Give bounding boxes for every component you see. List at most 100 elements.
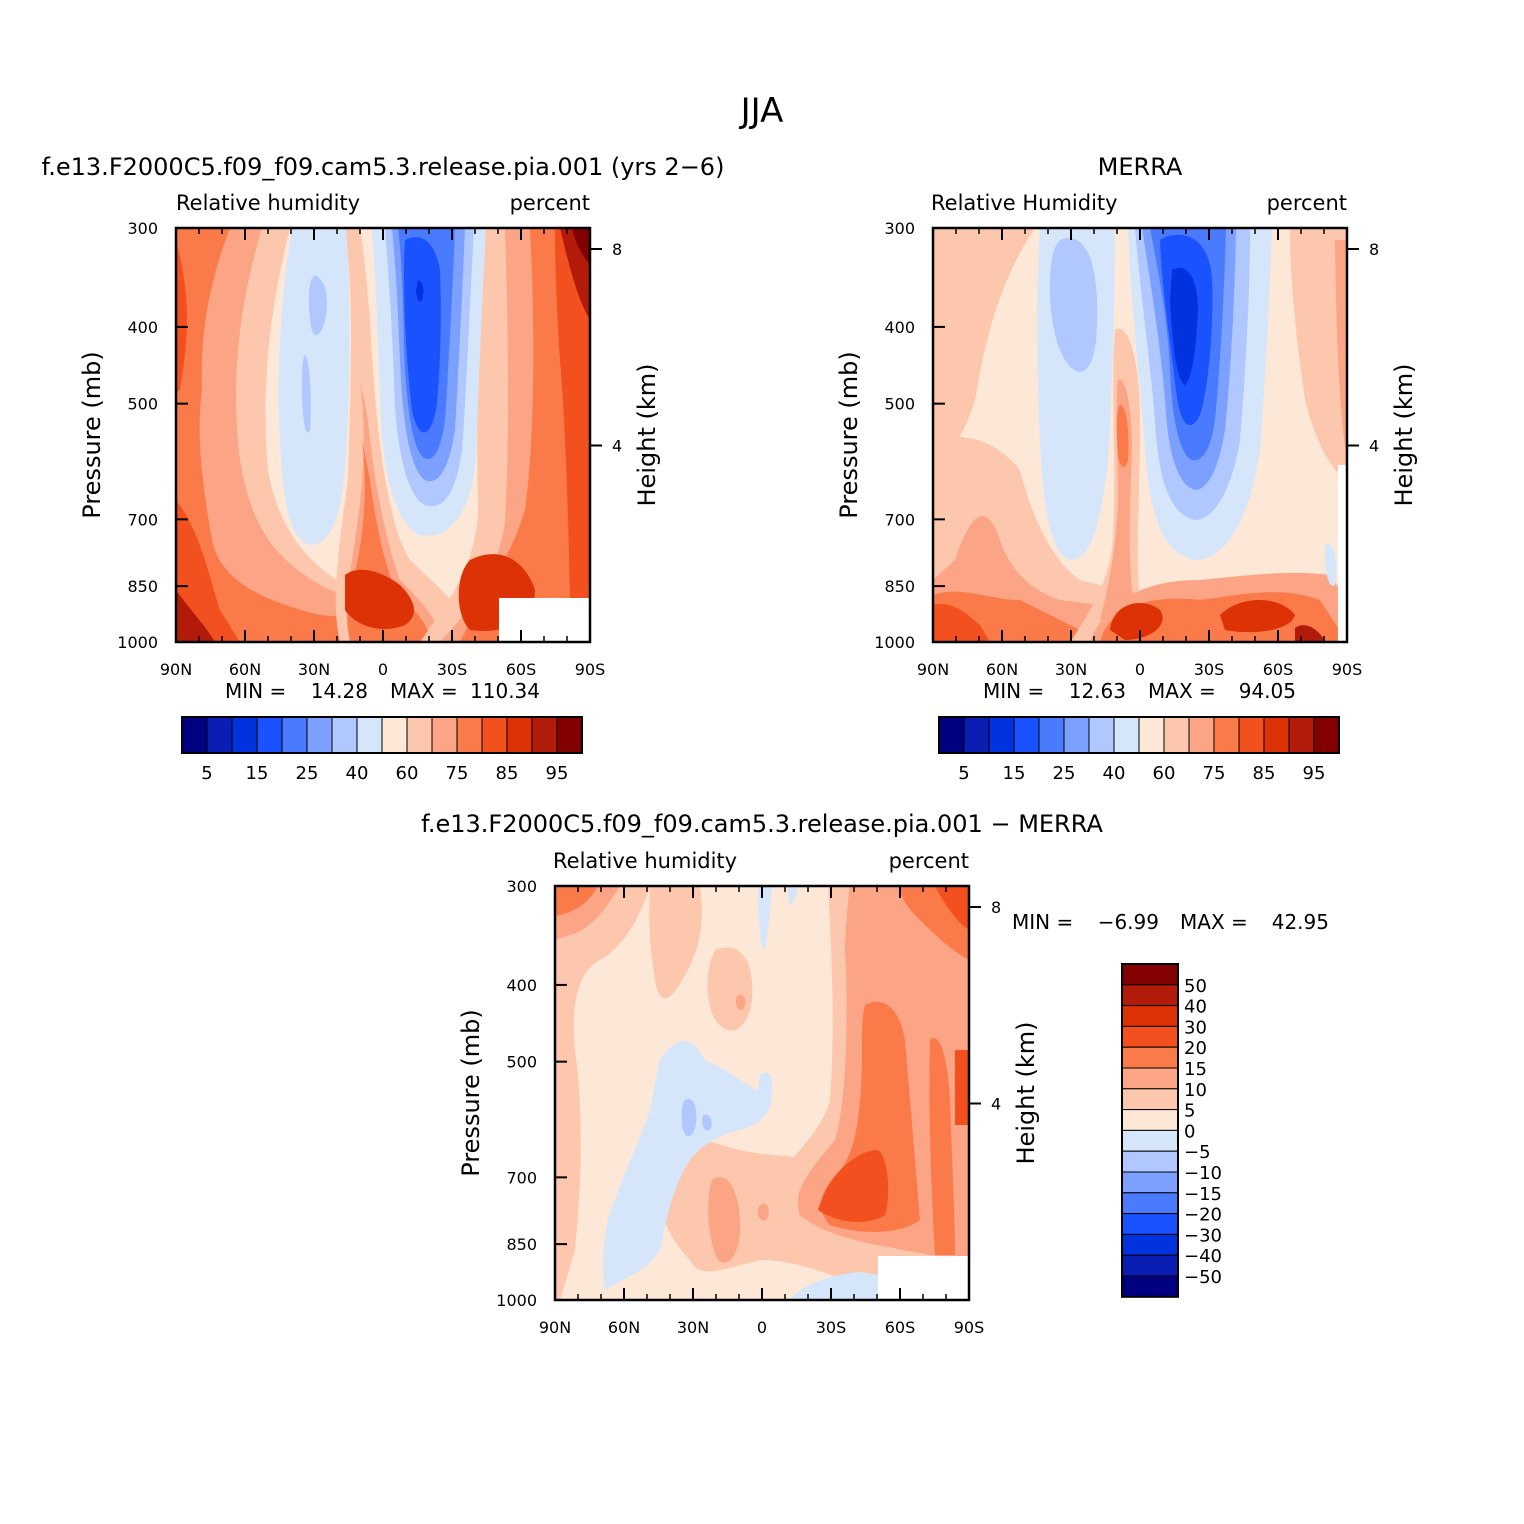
contour-fill <box>1325 544 1337 586</box>
colorbar-label: −5 <box>1184 1142 1211 1163</box>
colorbar-swatch <box>256 716 283 754</box>
min-value: 14.28 <box>311 679 368 703</box>
colorbar-swatch <box>1313 716 1340 754</box>
colorbar-swatch <box>306 716 333 754</box>
x-tick-label: 60S <box>506 660 537 679</box>
colorbar-swatch <box>1288 716 1315 754</box>
colorbar-swatch <box>1188 716 1215 754</box>
colorbar-swatch <box>1113 716 1140 754</box>
x-tick-label: 90N <box>160 660 192 679</box>
colorbar-swatch <box>1121 1254 1179 1277</box>
contour-fill <box>302 355 311 433</box>
colorbar-swatch <box>1121 1067 1179 1090</box>
colorbar-label: 75 <box>1203 763 1226 784</box>
panel-model-contours <box>176 228 590 642</box>
x-tick-label: 90S <box>575 660 606 679</box>
panel-merra-contours <box>933 228 1347 642</box>
contour-fill <box>555 886 598 916</box>
colorbar-swatch <box>1121 1213 1179 1235</box>
y-tick-label: 400 <box>127 318 158 337</box>
missing-data <box>878 1256 969 1300</box>
colorbar: 5 15 25 40 60 75 85 95 <box>938 716 1340 784</box>
contour-fill <box>818 1150 889 1222</box>
colorbar-swatch <box>1121 1275 1179 1298</box>
colorbar-frame <box>1121 963 1179 1298</box>
contour-fill <box>278 228 350 545</box>
contour-fill <box>1070 328 1160 642</box>
contour-fill <box>176 240 187 392</box>
colorbar-swatch <box>1121 963 1179 986</box>
colorbar-swatch <box>963 716 990 754</box>
panel-diff-contours <box>555 886 969 1300</box>
x-tick-label: 30S <box>816 1318 847 1337</box>
colorbar-label: 95 <box>546 763 569 784</box>
colorbar-swatch <box>331 716 358 754</box>
colorbar-swatch <box>988 716 1015 754</box>
x-tick-label: 60N <box>608 1318 640 1337</box>
contour-fill <box>1220 600 1295 633</box>
colorbar-label: 95 <box>1303 763 1326 784</box>
colorbar-label: −10 <box>1184 1163 1222 1184</box>
colorbar-swatch <box>1038 716 1065 754</box>
colorbar-swatch <box>1121 1088 1179 1111</box>
panel-merra-title: MERRA <box>1098 153 1183 181</box>
colorbar-label: 40 <box>1184 997 1207 1018</box>
colorbar-label: 15 <box>246 763 269 784</box>
colorbar-label: −30 <box>1184 1225 1222 1246</box>
y-axis-label: Pressure (mb) <box>78 351 106 518</box>
min-label: MIN = <box>1012 910 1073 934</box>
min-label: MIN = <box>983 679 1044 703</box>
colorbar-label: 15 <box>1184 1059 1207 1080</box>
contour-fill <box>756 1072 773 1110</box>
panel-merra-right-label: percent <box>1267 191 1347 215</box>
y-tick-label: 850 <box>884 577 915 596</box>
contour-fill <box>933 228 1035 470</box>
x-tick-label: 60S <box>1263 660 1294 679</box>
max-label: MAX = <box>1148 679 1216 703</box>
panel-diff: f.e13.F2000C5.f09_f09.cam5.3.release.pia… <box>421 810 1329 1337</box>
colorbar: 5 15 25 40 60 75 85 95 <box>181 716 583 784</box>
colorbar-label: 25 <box>1053 763 1076 784</box>
y-tick-label: 500 <box>506 1053 537 1072</box>
missing-data <box>499 598 590 642</box>
contour-fill <box>701 1114 712 1131</box>
colorbar-swatch <box>431 716 458 754</box>
x-tick-label: 90N <box>917 660 949 679</box>
colorbar-swatch <box>481 716 508 754</box>
y-axis-right-label: Height (km) <box>1012 1022 1040 1165</box>
y-axis-label: Pressure (mb) <box>835 351 863 518</box>
colorbar-swatch <box>1121 984 1179 1007</box>
contour-fill <box>1295 625 1325 642</box>
colorbar-frame <box>181 716 583 754</box>
y-tick-label: 1000 <box>117 633 158 652</box>
colorbar-swatch <box>1263 716 1290 754</box>
contour-fill <box>555 228 590 600</box>
y-right-tick-label: 4 <box>1369 437 1379 456</box>
contour-fill <box>707 947 753 1031</box>
contour-fill <box>1100 379 1140 620</box>
min-label: MIN = <box>225 679 286 703</box>
y-tick-label: 700 <box>506 1168 537 1187</box>
max-value: 94.05 <box>1239 679 1296 703</box>
y-tick-label: 400 <box>884 318 915 337</box>
y-tick-label: 700 <box>884 510 915 529</box>
missing-data <box>1338 465 1347 642</box>
contour-fill <box>933 603 990 642</box>
colorbar-label: −15 <box>1184 1184 1222 1205</box>
x-tick-label: 30N <box>298 660 330 679</box>
figure-title: JJA <box>739 91 784 131</box>
colorbar-swatch <box>1121 1233 1179 1256</box>
colorbar-label: 25 <box>296 763 319 784</box>
colorbar-frame <box>938 716 1340 754</box>
x-tick-label: 0 <box>1135 660 1145 679</box>
min-value: −6.99 <box>1098 910 1159 934</box>
colorbar-label: 20 <box>1184 1038 1207 1059</box>
colorbar-swatch <box>1121 1192 1179 1215</box>
colorbar-swatch <box>1121 1171 1179 1194</box>
colorbar-label: 0 <box>1184 1121 1195 1142</box>
y-right-tick-label: 8 <box>612 240 622 259</box>
colorbar-swatch <box>1088 716 1115 754</box>
colorbar-label: 5 <box>958 763 969 784</box>
